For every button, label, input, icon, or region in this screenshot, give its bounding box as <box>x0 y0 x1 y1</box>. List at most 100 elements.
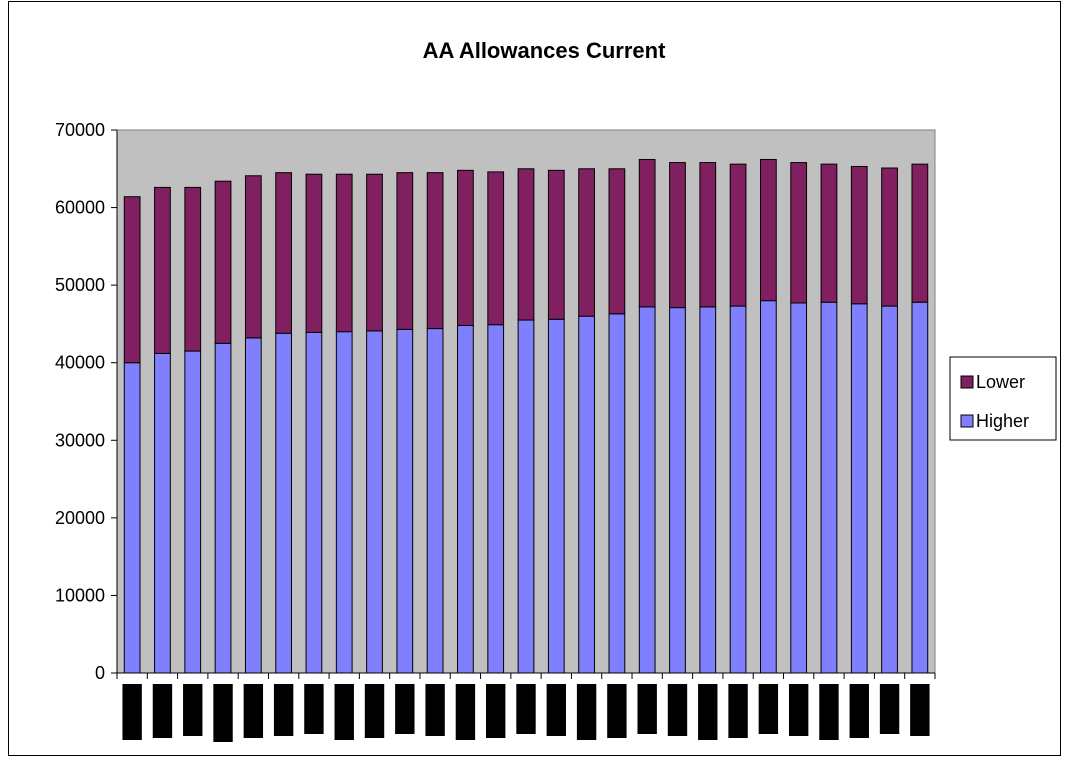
bar-lower-13 <box>487 171 505 326</box>
bar-higher-9 <box>366 330 383 674</box>
bar-higher-20 <box>699 306 717 674</box>
bar-higher-7 <box>305 331 323 674</box>
bar-higher-17 <box>608 313 626 674</box>
legend-label-lower: Lower <box>976 372 1025 392</box>
bar-higher-8 <box>335 331 353 674</box>
x-tick-label-redacted <box>788 684 809 736</box>
bar-lower-14 <box>517 168 535 321</box>
x-tick-label-redacted <box>455 684 476 740</box>
chart-frame: AA Allowances Current 0 10000 20000 30000 40… <box>8 1 1061 756</box>
bar-higher-22 <box>759 300 777 674</box>
bar-lower-2 <box>154 186 171 354</box>
bar-higher-26 <box>881 305 898 674</box>
x-axis <box>116 672 936 679</box>
bar-higher-6 <box>275 332 293 674</box>
bar-lower-7 <box>305 173 323 333</box>
bar-lower-22 <box>759 158 777 302</box>
bars <box>123 158 929 674</box>
bar-higher-10 <box>396 328 414 674</box>
bar-higher-18 <box>638 306 656 674</box>
x-tick-label-redacted <box>243 684 264 738</box>
x-tick-label-redacted <box>213 684 233 742</box>
bar-higher-19 <box>669 307 686 674</box>
x-tick-label-redacted <box>728 684 748 738</box>
y-tick-label: 50000 <box>55 275 105 295</box>
x-tick-label-redacted <box>425 684 445 736</box>
bar-lower-15 <box>547 169 565 320</box>
x-tick-label-redacted <box>273 684 294 736</box>
x-tick-label-redacted <box>486 684 506 738</box>
bar-higher-11 <box>426 328 444 674</box>
bar-higher-23 <box>790 302 808 674</box>
x-tick-labels-redacted <box>122 684 930 742</box>
y-tick-label: 0 <box>95 663 105 683</box>
x-tick-label-redacted <box>516 684 536 734</box>
y-tick-label: 20000 <box>55 508 105 528</box>
bar-lower-12 <box>457 169 474 326</box>
bar-higher-2 <box>154 352 171 674</box>
bar-higher-14 <box>517 319 535 674</box>
bar-lower-16 <box>578 168 595 317</box>
bar-lower-23 <box>790 162 808 304</box>
bar-higher-24 <box>820 301 838 674</box>
legend-label-higher: Higher <box>976 411 1029 431</box>
bar-higher-21 <box>729 305 747 674</box>
chart-title: AA Allowances Current <box>423 38 667 63</box>
x-tick-label-redacted <box>395 684 415 734</box>
chart: AA Allowances Current 0 10000 20000 30000 40… <box>55 38 1057 742</box>
x-tick-label-redacted <box>910 684 930 736</box>
x-tick-label-redacted <box>607 684 627 738</box>
x-tick-label-redacted <box>698 684 718 740</box>
bar-higher-13 <box>487 324 505 674</box>
bar-lower-18 <box>638 158 656 308</box>
x-tick-label-redacted <box>364 684 385 738</box>
x-tick-label-redacted <box>758 684 779 734</box>
bar-lower-24 <box>820 163 838 303</box>
bar-higher-16 <box>578 315 595 674</box>
x-tick-label-redacted <box>334 684 354 740</box>
bar-lower-21 <box>729 163 747 307</box>
bar-lower-25 <box>850 165 868 305</box>
x-tick-label-redacted <box>546 684 566 736</box>
bar-higher-1 <box>123 362 141 674</box>
bar-lower-9 <box>366 173 383 332</box>
bar-higher-12 <box>457 324 474 674</box>
bar-lower-1 <box>123 196 141 364</box>
legend: Lower Higher <box>949 356 1057 441</box>
x-tick-label-redacted <box>879 684 900 734</box>
x-tick-label-redacted <box>183 684 203 736</box>
x-tick-label-redacted <box>152 684 173 738</box>
x-tick-label-redacted <box>667 684 688 736</box>
bar-higher-4 <box>214 342 232 674</box>
bar-lower-10 <box>396 172 414 330</box>
bar-lower-5 <box>244 175 262 339</box>
y-tick-label: 60000 <box>55 198 105 218</box>
x-tick-label-redacted <box>576 684 597 740</box>
bar-lower-11 <box>426 172 444 330</box>
bar-lower-6 <box>275 172 293 334</box>
legend-swatch-lower <box>960 375 974 389</box>
y-tick-label: 30000 <box>55 430 105 450</box>
x-tick-label-redacted <box>637 684 657 734</box>
legend-swatch-higher <box>960 414 974 428</box>
bar-lower-17 <box>608 168 626 315</box>
y-tick-label: 40000 <box>55 353 105 373</box>
bar-lower-27 <box>911 163 929 303</box>
bar-lower-4 <box>214 180 232 344</box>
x-tick-label-redacted <box>304 684 324 734</box>
y-tick-label: 70000 <box>55 120 105 140</box>
bar-lower-8 <box>335 173 353 333</box>
bar-lower-20 <box>699 162 717 308</box>
bar-lower-26 <box>881 167 898 307</box>
x-tick-label-redacted <box>819 684 839 740</box>
x-tick-label-redacted <box>122 684 142 740</box>
bar-higher-27 <box>911 301 929 674</box>
bar-lower-3 <box>184 186 202 352</box>
y-tick-label: 10000 <box>55 585 105 605</box>
bar-higher-3 <box>184 350 202 674</box>
bar-higher-15 <box>547 318 565 674</box>
bar-higher-5 <box>244 337 262 674</box>
x-tick-label-redacted <box>849 684 869 738</box>
y-axis: 0 10000 20000 30000 40000 50000 60000 70000 <box>55 120 118 683</box>
bar-higher-25 <box>850 303 868 674</box>
